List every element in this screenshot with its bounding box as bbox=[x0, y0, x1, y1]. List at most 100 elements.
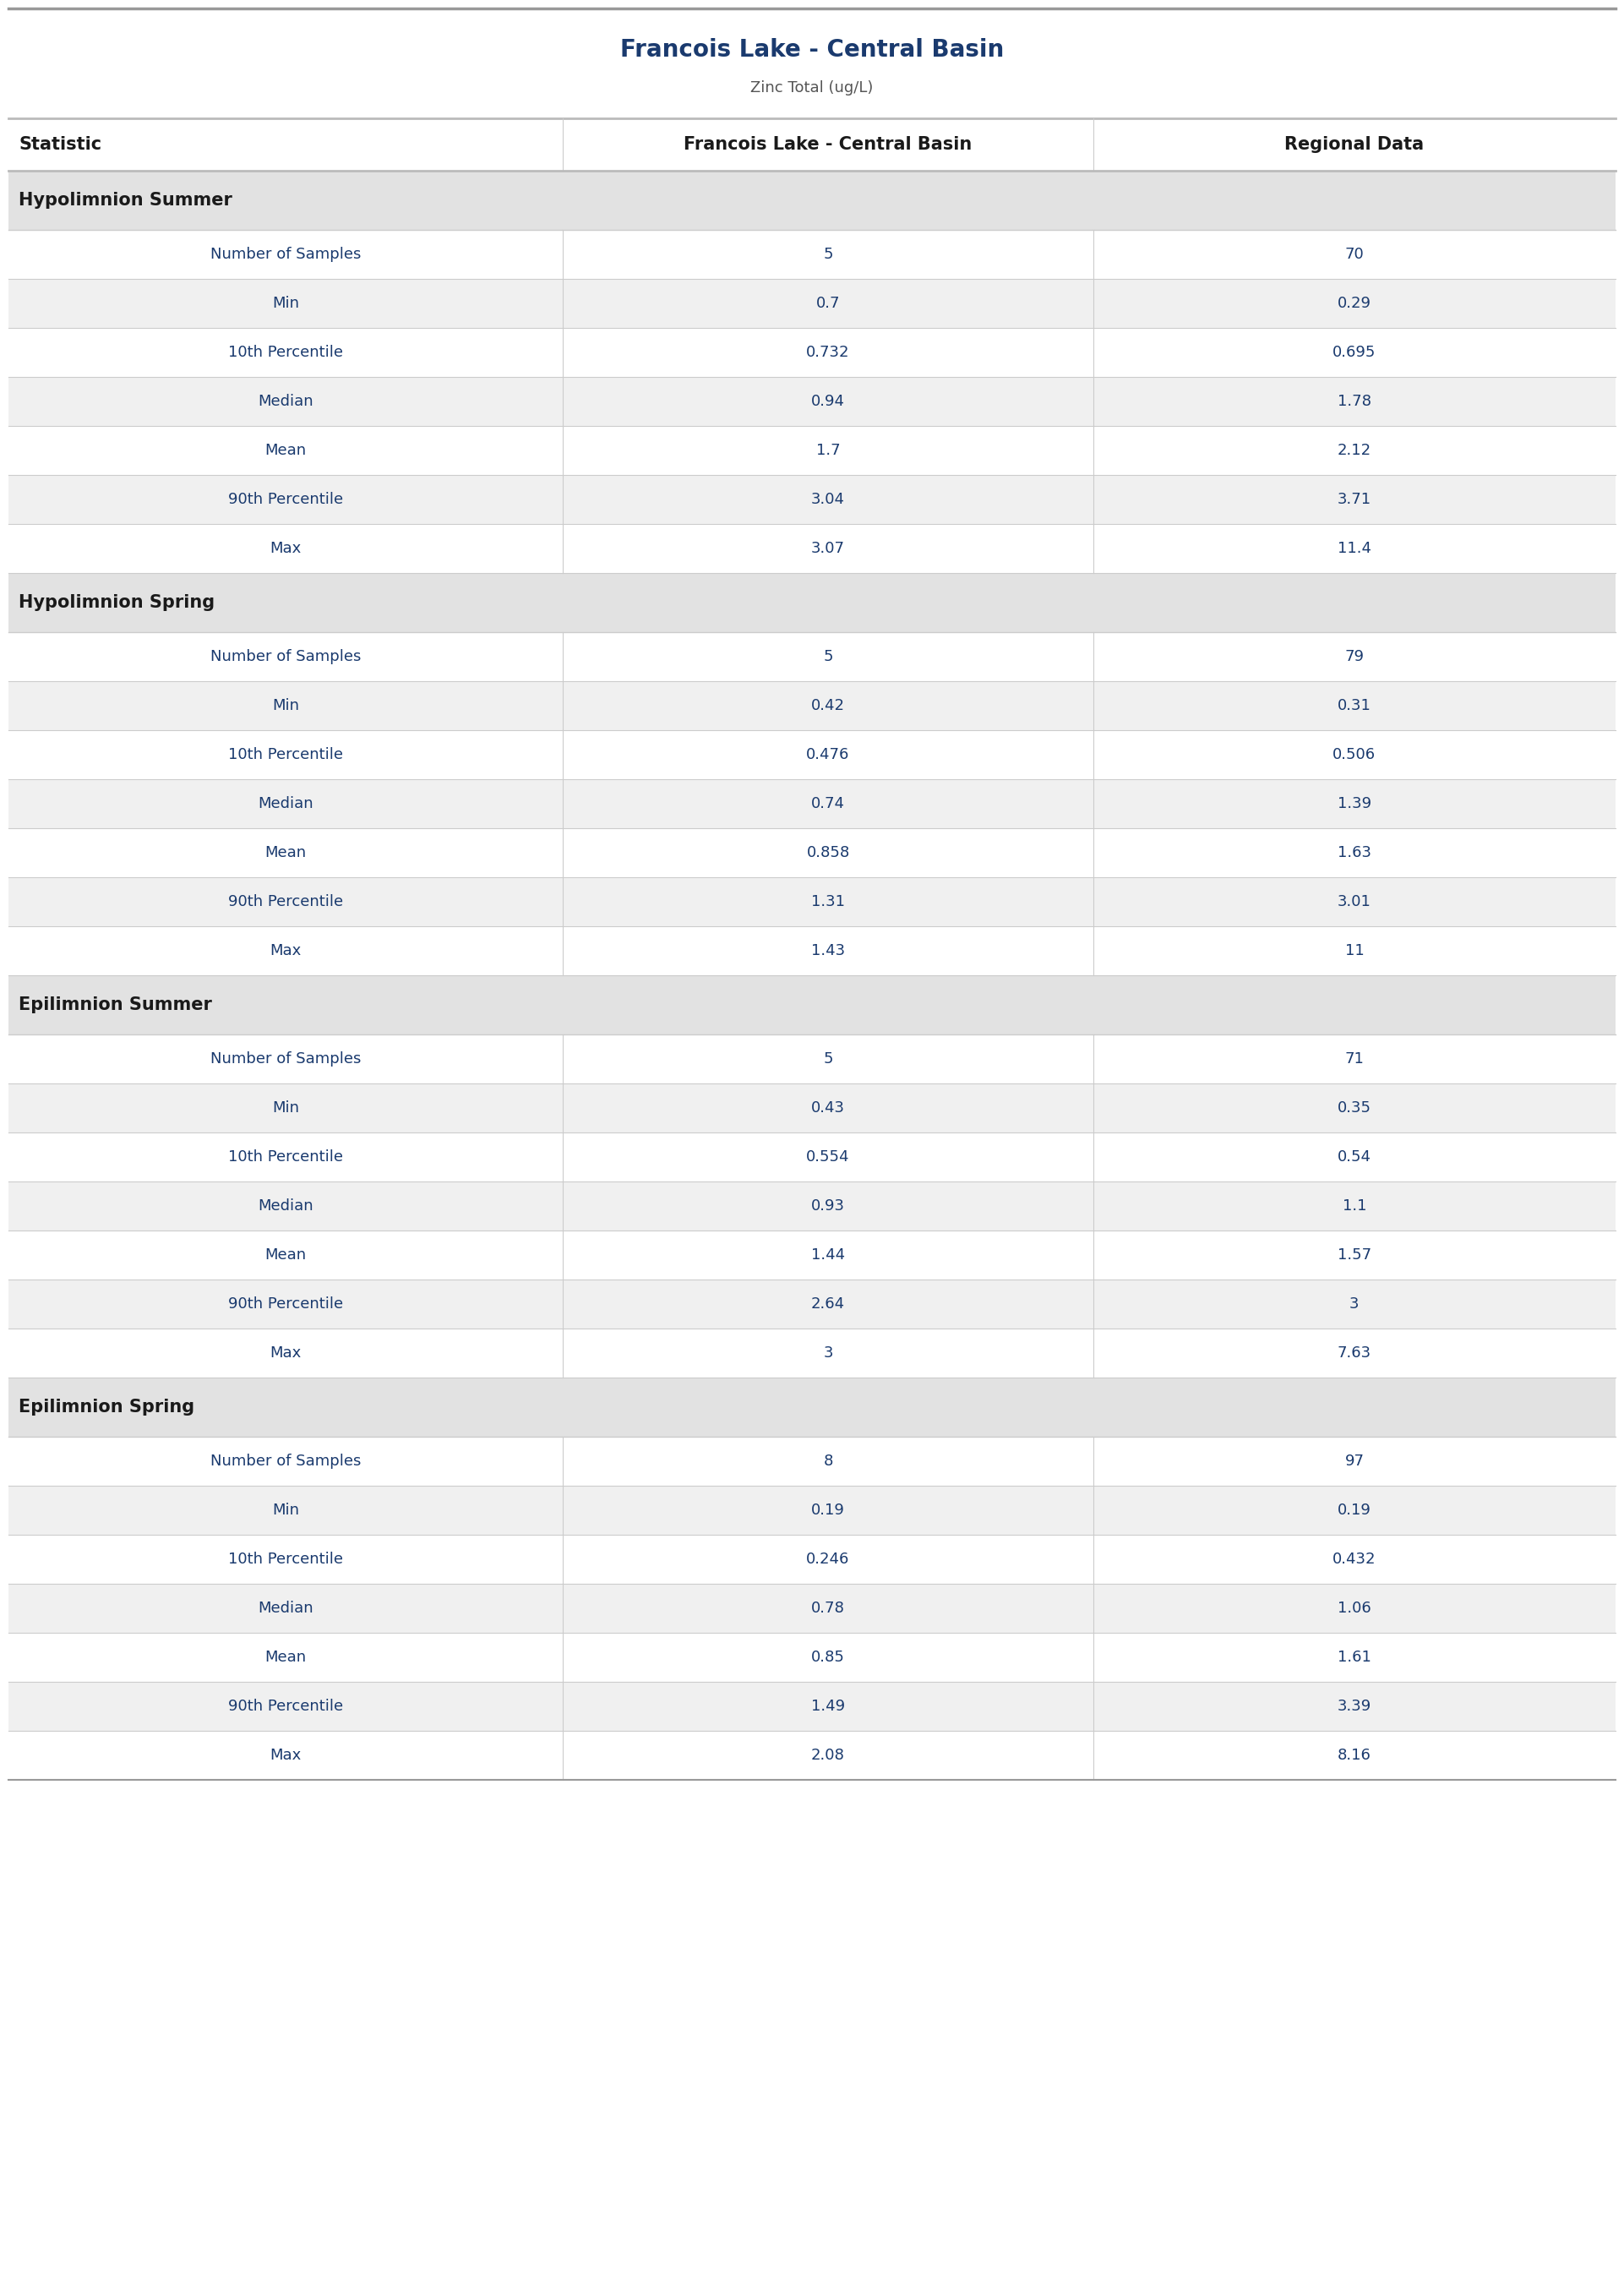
Bar bbox=[8, 1584, 1616, 1632]
Text: Francois Lake - Central Basin: Francois Lake - Central Basin bbox=[684, 136, 973, 152]
Bar bbox=[8, 1378, 1616, 1437]
Bar bbox=[8, 731, 1616, 779]
Text: Min: Min bbox=[273, 295, 299, 311]
Text: 1.78: 1.78 bbox=[1338, 393, 1371, 409]
Text: Min: Min bbox=[273, 1101, 299, 1115]
Text: 10th Percentile: 10th Percentile bbox=[229, 345, 343, 361]
Text: 0.29: 0.29 bbox=[1338, 295, 1371, 311]
Bar bbox=[8, 1035, 1616, 1083]
Text: Number of Samples: Number of Samples bbox=[211, 1051, 361, 1067]
Text: Epilimnion Summer: Epilimnion Summer bbox=[18, 997, 213, 1012]
Bar bbox=[8, 1230, 1616, 1280]
Text: Statistic: Statistic bbox=[18, 136, 101, 152]
Text: 1.7: 1.7 bbox=[815, 443, 840, 459]
Text: 8.16: 8.16 bbox=[1338, 1748, 1371, 1764]
Text: Number of Samples: Number of Samples bbox=[211, 649, 361, 665]
Text: 1.31: 1.31 bbox=[810, 894, 844, 910]
Bar bbox=[8, 631, 1616, 681]
Bar bbox=[8, 1730, 1616, 1780]
Text: 2.64: 2.64 bbox=[810, 1296, 844, 1312]
Text: 0.858: 0.858 bbox=[807, 844, 849, 860]
Text: Min: Min bbox=[273, 699, 299, 713]
Text: 1.63: 1.63 bbox=[1338, 844, 1371, 860]
Text: 3.07: 3.07 bbox=[810, 540, 844, 556]
Bar bbox=[8, 976, 1616, 1035]
Text: 0.94: 0.94 bbox=[810, 393, 844, 409]
Text: 0.19: 0.19 bbox=[1338, 1503, 1371, 1519]
Bar bbox=[8, 170, 1616, 229]
Bar bbox=[8, 1180, 1616, 1230]
Text: 0.54: 0.54 bbox=[1338, 1149, 1371, 1165]
Bar bbox=[8, 229, 1616, 279]
Bar bbox=[8, 279, 1616, 327]
Text: Mean: Mean bbox=[265, 844, 307, 860]
Text: 97: 97 bbox=[1345, 1453, 1364, 1469]
Text: 11.4: 11.4 bbox=[1338, 540, 1371, 556]
Text: 0.93: 0.93 bbox=[810, 1199, 844, 1214]
Bar bbox=[8, 829, 1616, 876]
Text: 1.44: 1.44 bbox=[810, 1249, 844, 1262]
Text: 0.695: 0.695 bbox=[1333, 345, 1376, 361]
Bar bbox=[8, 377, 1616, 427]
Bar bbox=[8, 681, 1616, 731]
Text: Zinc Total (ug/L): Zinc Total (ug/L) bbox=[750, 79, 874, 95]
Bar bbox=[8, 1280, 1616, 1328]
Text: 0.432: 0.432 bbox=[1333, 1553, 1376, 1566]
Text: 1.1: 1.1 bbox=[1343, 1199, 1366, 1214]
Text: 2.12: 2.12 bbox=[1338, 443, 1371, 459]
Text: 3: 3 bbox=[1350, 1296, 1359, 1312]
Text: Hypolimnion Spring: Hypolimnion Spring bbox=[18, 595, 214, 611]
Text: 5: 5 bbox=[823, 1051, 833, 1067]
Text: Mean: Mean bbox=[265, 1650, 307, 1664]
Text: 11: 11 bbox=[1345, 942, 1364, 958]
Text: Median: Median bbox=[258, 1199, 313, 1214]
Bar bbox=[8, 1133, 1616, 1180]
Text: 0.476: 0.476 bbox=[807, 747, 849, 763]
Text: Median: Median bbox=[258, 1600, 313, 1616]
Text: 10th Percentile: 10th Percentile bbox=[229, 1553, 343, 1566]
Text: Median: Median bbox=[258, 393, 313, 409]
Text: 90th Percentile: 90th Percentile bbox=[227, 1698, 343, 1714]
Text: 2.08: 2.08 bbox=[812, 1748, 844, 1764]
Text: 0.732: 0.732 bbox=[806, 345, 849, 361]
Bar bbox=[8, 118, 1616, 170]
Text: 1.49: 1.49 bbox=[810, 1698, 844, 1714]
Text: 1.39: 1.39 bbox=[1338, 797, 1371, 810]
Text: 5: 5 bbox=[823, 247, 833, 261]
Text: 90th Percentile: 90th Percentile bbox=[227, 493, 343, 506]
Bar bbox=[8, 1632, 1616, 1682]
Text: Hypolimnion Summer: Hypolimnion Summer bbox=[18, 193, 232, 209]
Text: 3.01: 3.01 bbox=[1338, 894, 1371, 910]
Bar bbox=[8, 1328, 1616, 1378]
Text: 0.7: 0.7 bbox=[815, 295, 840, 311]
Bar bbox=[8, 779, 1616, 829]
Text: 90th Percentile: 90th Percentile bbox=[227, 894, 343, 910]
Text: 1.57: 1.57 bbox=[1338, 1249, 1371, 1262]
Text: 5: 5 bbox=[823, 649, 833, 665]
Bar bbox=[8, 876, 1616, 926]
Text: 0.42: 0.42 bbox=[810, 699, 844, 713]
Text: 1.61: 1.61 bbox=[1338, 1650, 1371, 1664]
Text: 71: 71 bbox=[1345, 1051, 1364, 1067]
Bar bbox=[8, 1487, 1616, 1535]
Text: Number of Samples: Number of Samples bbox=[211, 247, 361, 261]
Bar bbox=[8, 9, 1616, 118]
Bar bbox=[8, 1535, 1616, 1584]
Text: 1.43: 1.43 bbox=[810, 942, 844, 958]
Text: Max: Max bbox=[270, 1346, 302, 1360]
Text: 0.78: 0.78 bbox=[812, 1600, 844, 1616]
Text: 70: 70 bbox=[1345, 247, 1364, 261]
Text: Mean: Mean bbox=[265, 443, 307, 459]
Bar bbox=[8, 1083, 1616, 1133]
Text: Min: Min bbox=[273, 1503, 299, 1519]
Text: 3.71: 3.71 bbox=[1338, 493, 1371, 506]
Text: 0.35: 0.35 bbox=[1338, 1101, 1371, 1115]
Bar bbox=[8, 572, 1616, 631]
Text: Mean: Mean bbox=[265, 1249, 307, 1262]
Text: Max: Max bbox=[270, 942, 302, 958]
Text: 0.85: 0.85 bbox=[812, 1650, 844, 1664]
Text: 3.39: 3.39 bbox=[1338, 1698, 1371, 1714]
Text: Francois Lake - Central Basin: Francois Lake - Central Basin bbox=[620, 39, 1004, 61]
Text: 0.43: 0.43 bbox=[810, 1101, 844, 1115]
Text: 10th Percentile: 10th Percentile bbox=[229, 1149, 343, 1165]
